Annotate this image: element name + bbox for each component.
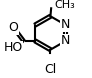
Text: O: O <box>8 21 18 34</box>
Text: CH₃: CH₃ <box>55 0 76 10</box>
Text: N: N <box>61 34 70 47</box>
Text: N: N <box>61 18 70 32</box>
Text: HO: HO <box>4 41 23 54</box>
Text: Cl: Cl <box>44 63 57 76</box>
